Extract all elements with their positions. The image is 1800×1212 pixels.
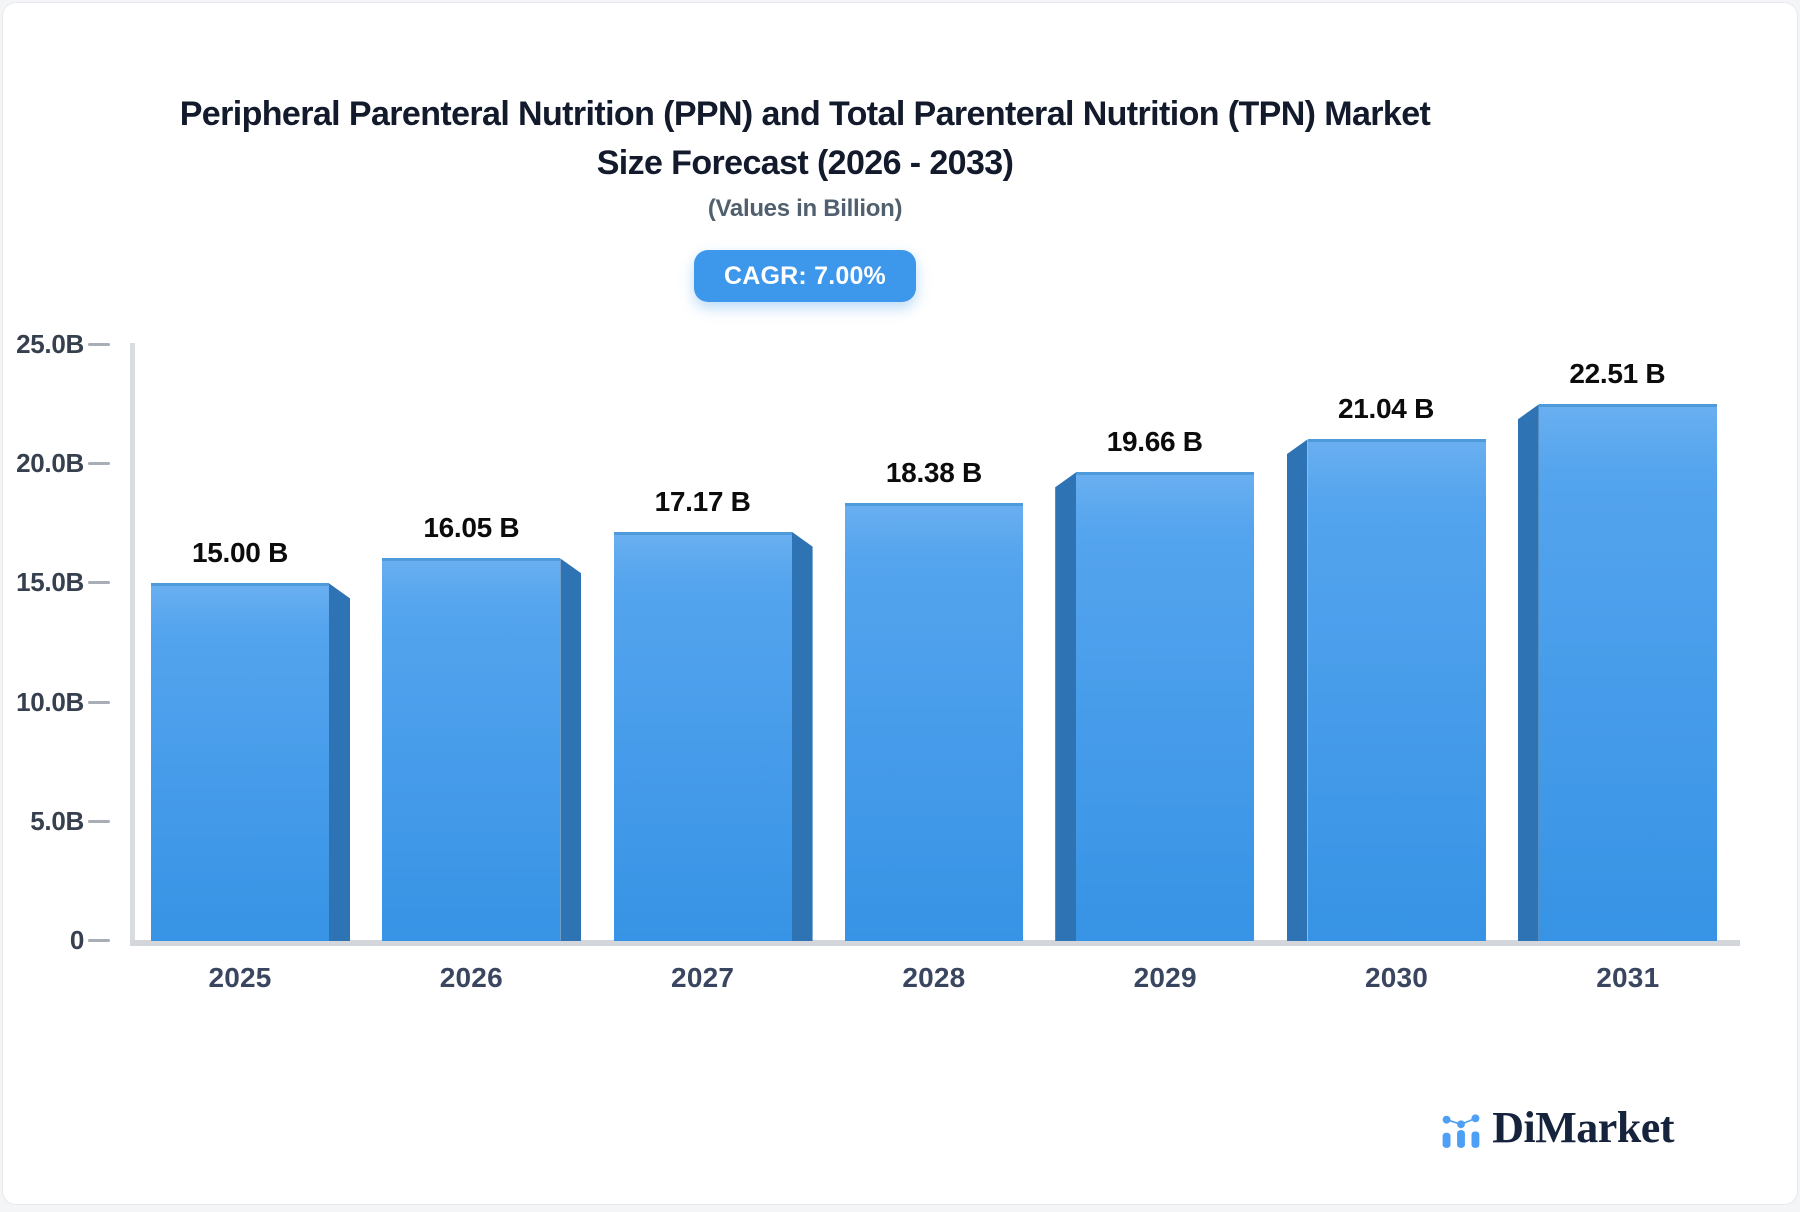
page-title-line-1: Peripheral Parenteral Nutrition (PPN) an… — [179, 95, 1431, 133]
y-axis-line — [130, 343, 135, 945]
x-tick-label: 2028 — [902, 962, 966, 993]
bar-side-face — [329, 583, 350, 941]
bar-side-face — [560, 558, 582, 941]
bar[interactable] — [844, 502, 1023, 941]
page-title-line-2: Size Forecast (2026 - 2033) — [596, 144, 1014, 182]
y-tick-dash — [88, 462, 110, 466]
chart-subtitle: (Values in Billion) — [707, 195, 903, 222]
y-tick-label: 25.0B — [16, 329, 84, 359]
y-tick-dash — [88, 819, 110, 823]
y-tick-label: 10.0B — [16, 686, 84, 717]
bar-value-label: 17.17 B — [654, 485, 751, 517]
brand-logo[interactable]: DiMarket — [1440, 1103, 1674, 1152]
y-tick-label: 5.0B — [30, 805, 84, 836]
y-tick-dash — [88, 939, 110, 942]
bar-side-face — [1286, 439, 1308, 941]
x-tick-label: 2030 — [1364, 962, 1429, 993]
y-tick-label: 0 — [69, 925, 84, 955]
bar-side-face — [791, 531, 813, 941]
bar-value-label: 22.51 B — [1569, 358, 1666, 390]
bar[interactable] — [1538, 404, 1717, 941]
y-tick-label: 15.0B — [16, 567, 84, 598]
x-tick-label: 2027 — [671, 962, 735, 993]
bar[interactable] — [1076, 472, 1255, 941]
bar-value-label: 16.05 B — [423, 512, 520, 544]
bar[interactable] — [613, 531, 792, 941]
bar[interactable] — [382, 558, 561, 941]
bar[interactable] — [151, 583, 329, 941]
y-tick-dash — [88, 343, 110, 346]
x-tick-label: 2026 — [439, 962, 503, 993]
cagr-badge: CAGR: 7.00% — [694, 250, 916, 302]
x-tick-label: 2025 — [208, 962, 272, 993]
y-tick-dash — [88, 581, 110, 585]
y-tick-dash — [88, 700, 110, 704]
x-axis-line — [130, 940, 1740, 946]
bar-value-label: 18.38 B — [885, 456, 982, 488]
y-tick-label: 20.0B — [16, 448, 84, 479]
bar-side-face — [1055, 472, 1077, 941]
mini-bar-chart-icon — [1442, 1114, 1480, 1148]
bar[interactable] — [1307, 439, 1486, 941]
chart-header: Peripheral Parenteral Nutrition (PPN) an… — [0, 90, 1610, 302]
x-tick-label: 2029 — [1133, 962, 1197, 993]
bar-value-label: 15.00 B — [192, 537, 288, 569]
x-tick-label: 2031 — [1596, 962, 1660, 993]
bar-side-face — [1517, 404, 1539, 941]
bar-value-label: 21.04 B — [1338, 393, 1434, 425]
logo-text: DiMarket — [1492, 1103, 1674, 1152]
bar-value-label: 19.66 B — [1106, 426, 1203, 458]
